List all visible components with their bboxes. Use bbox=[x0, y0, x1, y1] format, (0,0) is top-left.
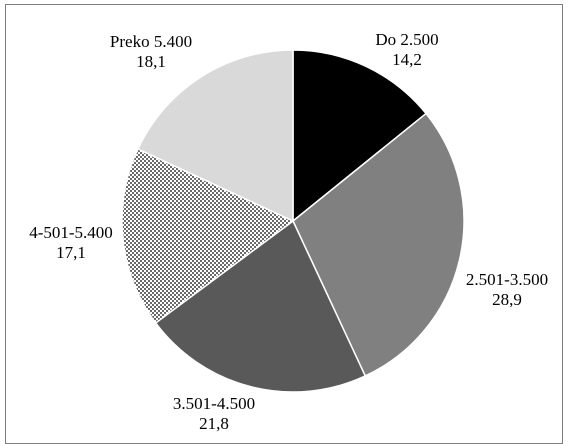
pie-slice-1 bbox=[292, 112, 465, 377]
pie-slice-0 bbox=[292, 49, 428, 223]
slice-label-2-category: 3.501-4.500 bbox=[173, 394, 255, 413]
pie-slices bbox=[121, 49, 465, 393]
pie-slice-3 bbox=[121, 147, 295, 324]
slice-label-1-value: 28,9 bbox=[492, 290, 522, 309]
slice-label-4-category: Preko 5.400 bbox=[110, 32, 192, 51]
pie-slice-4 bbox=[136, 49, 294, 223]
pie-slice-2 bbox=[154, 219, 367, 393]
slice-label-3-category: 4-501-5.400 bbox=[29, 223, 113, 242]
pie-chart: Do 2.500 14,2 2.501-3.500 28,9 3.501-4.5… bbox=[29, 30, 548, 433]
slice-label-0-value: 14,2 bbox=[392, 50, 422, 69]
slice-label-0-category: Do 2.500 bbox=[375, 30, 438, 49]
slice-label-2-value: 21,8 bbox=[199, 414, 229, 433]
slice-label-1-category: 2.501-3.500 bbox=[466, 270, 548, 289]
slice-label-3-value: 17,1 bbox=[56, 243, 86, 262]
slice-label-4-value: 18,1 bbox=[136, 52, 166, 71]
